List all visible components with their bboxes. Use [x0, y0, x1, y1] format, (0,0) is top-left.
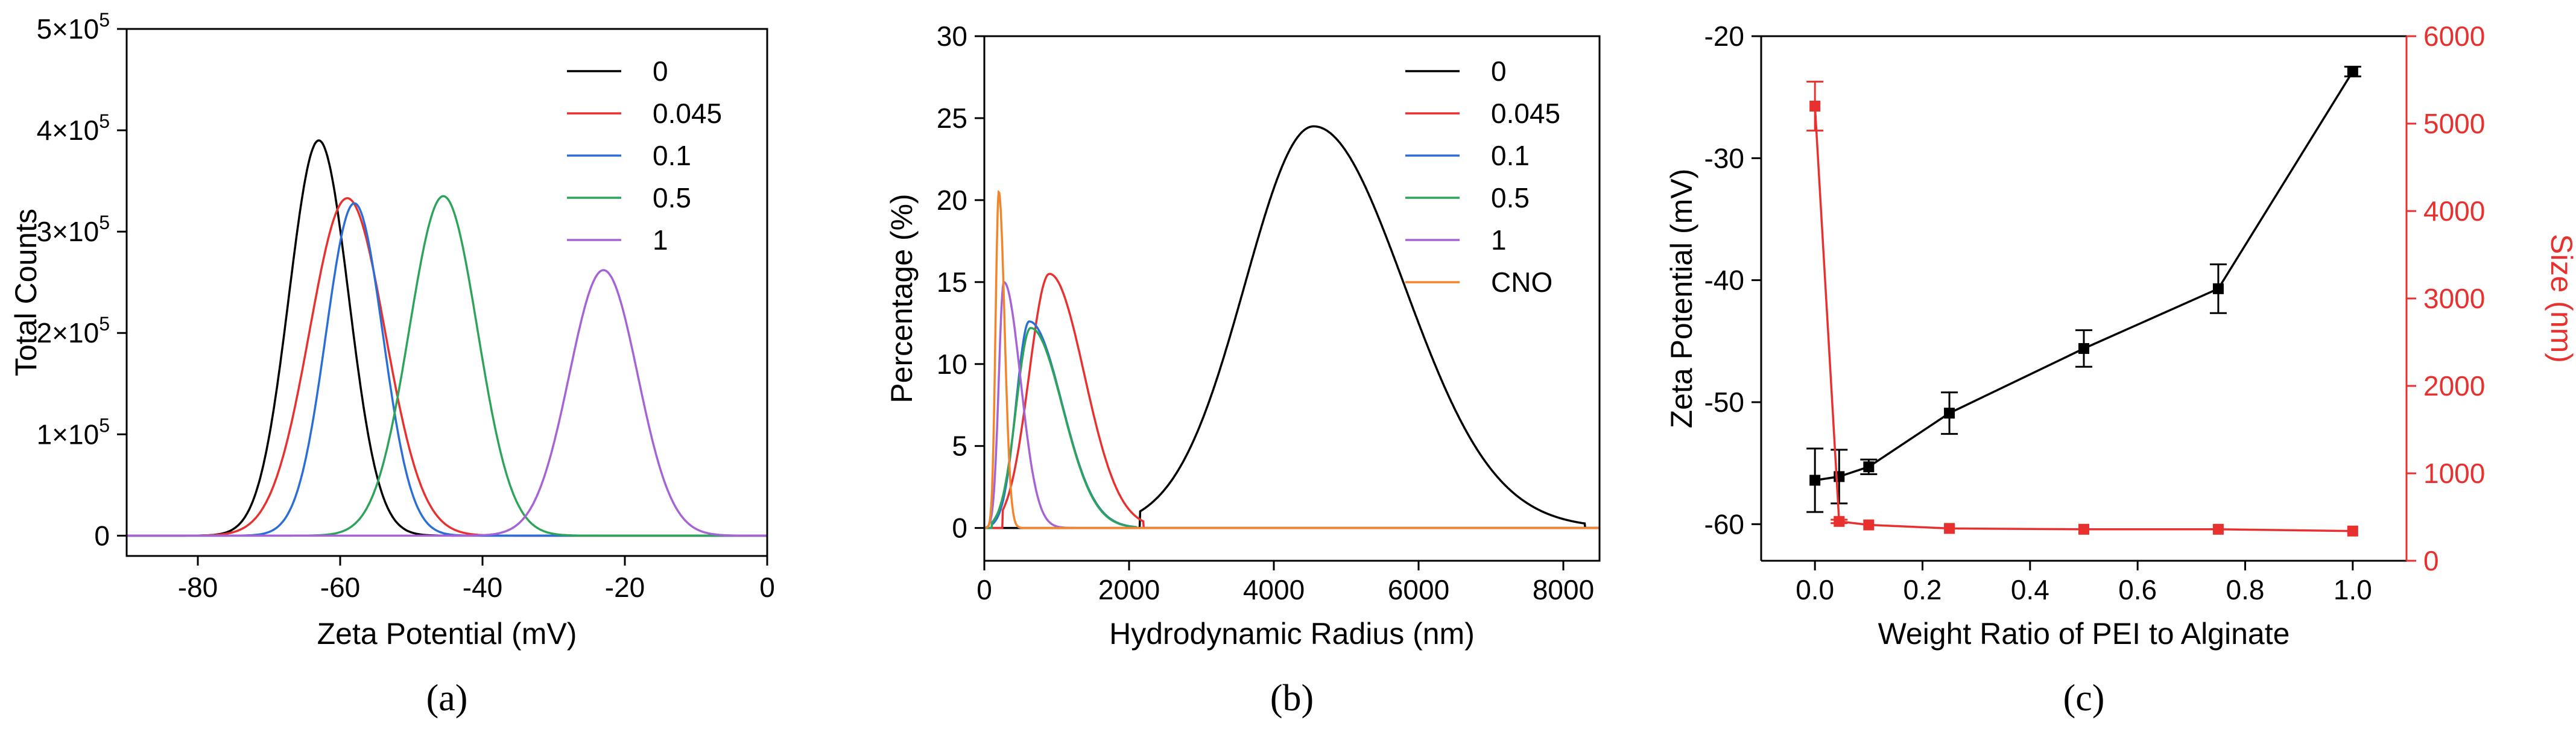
legend-label: 0.5 [1491, 182, 1530, 213]
legend-label: CNO [1491, 267, 1552, 298]
y-tick-label: 4×105 [37, 110, 110, 146]
x-tick-label: 0.4 [2011, 574, 2049, 605]
y-tick-label: 2×105 [37, 313, 110, 349]
data-point-left [1863, 461, 1875, 473]
series-line-0.045 [984, 273, 1600, 529]
y-tick-label: 5×105 [37, 9, 110, 45]
x-tick-label: 0.6 [2118, 574, 2157, 605]
y-right-tick-label: 0 [2423, 545, 2439, 576]
series-line-1 [984, 280, 1600, 529]
x-tick-label: 6000 [1388, 574, 1449, 605]
x-axis-label: Zeta Potential (mV) [317, 617, 577, 651]
panel-c: 0.0 0.2 0.4 0.6 0.8 1.0 -60 -50 -40 -30 -20 0 1000 20… [1665, 21, 2576, 719]
y-right-tick-label: 2000 [2423, 370, 2485, 402]
data-point-right [2078, 523, 2089, 535]
y-axis-label: Percentage (%) [885, 194, 919, 403]
y-tick-exponent: 5 [99, 313, 110, 335]
data-point-right [1809, 101, 1821, 112]
x-tick-label: 0.2 [1904, 574, 1942, 605]
data-point-right [1834, 516, 1845, 527]
legend-label: 0.5 [653, 182, 691, 213]
y-tick-label: 3×105 [37, 212, 110, 247]
y-left-axis-label: Zeta Potential (mV) [1665, 169, 1698, 429]
legend-label: 0 [653, 55, 668, 87]
legend-label: 0 [1491, 55, 1507, 87]
y-left-tick-label: -20 [1704, 21, 1744, 52]
legend-label: 0.1 [1491, 140, 1530, 171]
x-tick-label: 0.0 [1796, 574, 1834, 605]
x-tick-label: 0.8 [2226, 574, 2265, 605]
x-tick-label: -40 [463, 572, 502, 603]
y-tick-label: 20 [937, 185, 967, 216]
y-axis-label: Total Counts [9, 209, 43, 376]
legend-label: 1 [653, 224, 668, 256]
x-tick-label: 0 [759, 572, 775, 603]
legend-label: 0.045 [653, 98, 722, 129]
y-right-tick-label: 3000 [2423, 283, 2485, 314]
y-right-tick-label: 4000 [2423, 195, 2485, 227]
y-tick-label: 30 [937, 21, 967, 52]
x-tick-label: 8000 [1533, 574, 1594, 605]
data-point-right [1944, 523, 1955, 534]
legend-label: 1 [1491, 224, 1507, 256]
data-point-left [1944, 408, 1955, 419]
y-right-tick-label: 6000 [2423, 21, 2485, 52]
series-line-0.045 [127, 197, 767, 537]
series-line-0.5 [127, 195, 767, 537]
series-line-1 [127, 269, 767, 537]
y-tick-label: 0 [94, 520, 110, 551]
x-tick-label: -80 [178, 572, 218, 603]
y-tick-label: 0 [952, 513, 967, 544]
x-axis-label: Weight Ratio of PEI to Alginate [1878, 617, 2290, 651]
data-point-right [2212, 523, 2224, 535]
x-tick-label: 2000 [1098, 574, 1160, 605]
x-tick-label: 1.0 [2334, 574, 2372, 605]
y-left-tick-label: -30 [1704, 142, 1744, 174]
series-line-right [1814, 106, 2353, 532]
plot-frame [983, 35, 1601, 562]
y-tick-exponent: 5 [99, 212, 110, 233]
y-tick-label: 1×105 [37, 414, 110, 450]
y-right-tick-label: 1000 [2423, 458, 2485, 489]
legend-label: 0.1 [653, 140, 691, 171]
data-point-left [2212, 283, 2224, 294]
panel-a: -80 -60 -40 -20 0 0 1×105 2×105 3×105 4×105 5×105 Z… [9, 9, 775, 719]
series-line-left [1814, 71, 2354, 482]
data-point-left [1809, 475, 1821, 486]
y-tick-exponent: 5 [99, 414, 110, 436]
y-left-tick-label: -40 [1704, 265, 1744, 296]
y-left-tick-label: -60 [1704, 508, 1744, 540]
x-axis-label: Hydrodynamic Radius (nm) [1109, 617, 1475, 651]
data-point-right [1863, 519, 1875, 531]
y-tick-label: 5 [952, 431, 967, 462]
data-point-left [2347, 66, 2358, 77]
data-point-left [2078, 342, 2089, 354]
y-tick-exponent: 5 [99, 9, 110, 31]
x-tick-label: 0 [976, 574, 992, 605]
y-tick-label: 15 [937, 267, 967, 298]
y-tick-label: 10 [937, 349, 967, 380]
series-line-0.1 [127, 202, 767, 537]
y-right-tick-label: 5000 [2423, 108, 2485, 139]
y-right-axis-label: Size (nm) [2545, 234, 2576, 363]
panel-label: (c) [2063, 678, 2105, 719]
x-tick-label: 4000 [1243, 574, 1305, 605]
y-tick-label: 25 [937, 103, 967, 134]
series-line-CNO [984, 189, 1600, 529]
panel-b: 0 2000 4000 6000 8000051015202530Hydrodynami… [885, 21, 1601, 719]
panel-label: (b) [1270, 678, 1314, 719]
x-tick-label: -20 [605, 572, 645, 603]
panel-label: (a) [426, 678, 468, 719]
y-left-tick-label: -50 [1704, 387, 1744, 418]
y-tick-exponent: 5 [99, 110, 110, 132]
series-line-0.1 [984, 320, 1600, 529]
legend-label: 0.045 [1491, 98, 1560, 129]
x-tick-label: -60 [320, 572, 360, 603]
data-point-right [2347, 525, 2358, 537]
series-line-0.5 [984, 327, 1600, 529]
plot-frame [125, 28, 768, 557]
